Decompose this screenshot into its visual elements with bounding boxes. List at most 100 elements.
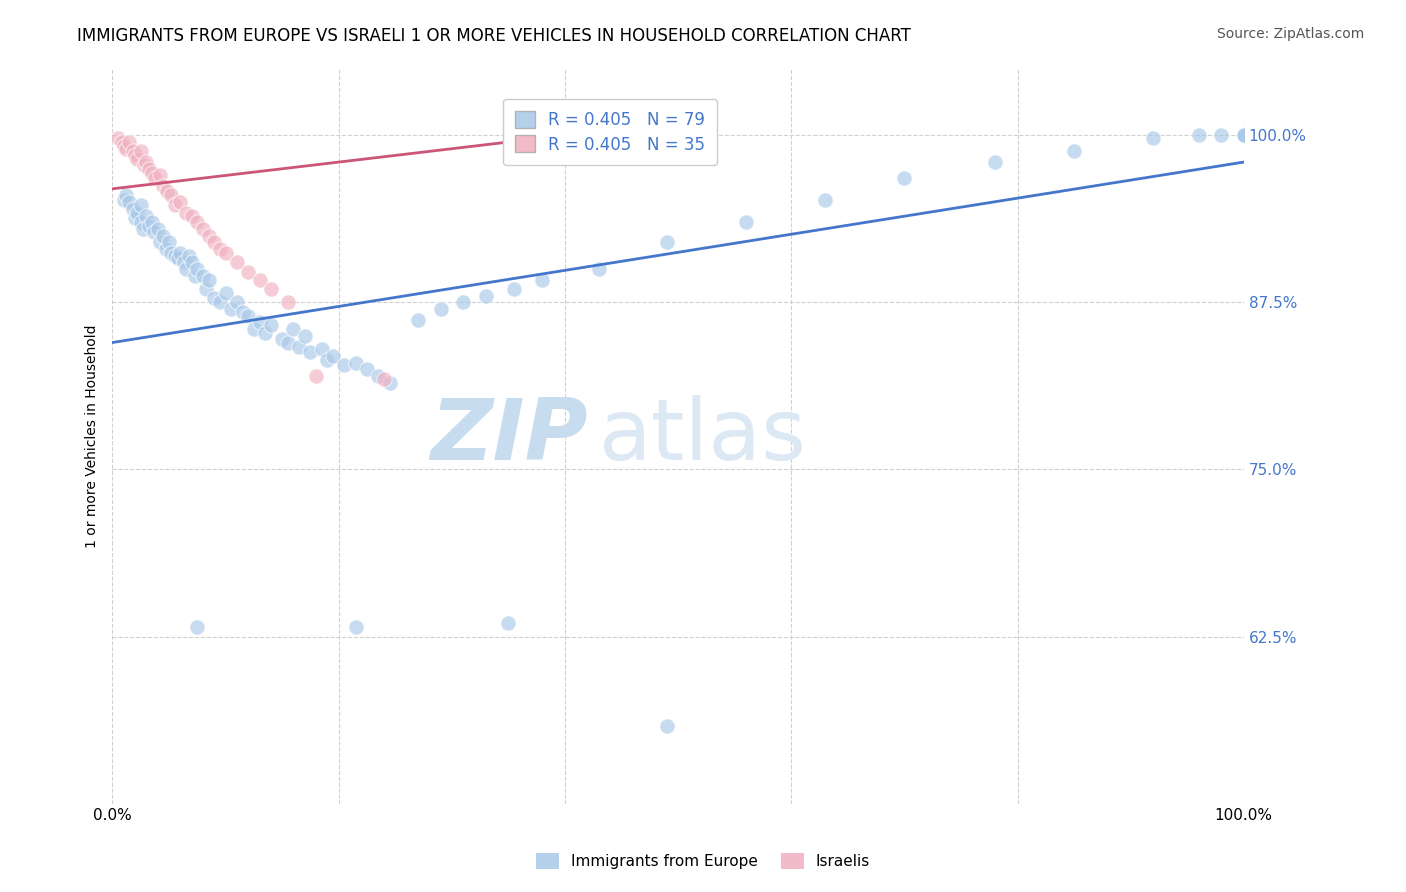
Point — [138, 161, 160, 176]
Point — [127, 206, 149, 220]
Point — [232, 305, 254, 319]
Point — [1142, 131, 1164, 145]
Point — [271, 331, 294, 345]
Point — [226, 255, 249, 269]
Point — [169, 246, 191, 260]
Point — [249, 273, 271, 287]
Point — [316, 352, 339, 367]
Point — [1233, 128, 1256, 143]
Point — [191, 268, 214, 283]
Point — [146, 222, 169, 236]
Point — [184, 268, 207, 283]
Point — [186, 620, 208, 634]
Point — [254, 326, 277, 340]
Point — [277, 295, 299, 310]
Point — [219, 302, 242, 317]
Point — [132, 222, 155, 236]
Point — [1233, 128, 1256, 143]
Point — [814, 193, 837, 207]
Point — [124, 211, 146, 226]
Point — [344, 355, 367, 369]
Legend: R = 0.405   N = 79, R = 0.405   N = 35: R = 0.405 N = 79, R = 0.405 N = 35 — [503, 99, 717, 165]
Point — [498, 616, 520, 631]
Point — [406, 313, 429, 327]
Point — [208, 295, 231, 310]
Point — [149, 169, 172, 183]
Point — [179, 249, 201, 263]
Point — [367, 368, 389, 383]
Point — [145, 171, 167, 186]
Point — [214, 286, 236, 301]
Point — [121, 202, 143, 216]
Point — [129, 215, 152, 229]
Point — [152, 228, 174, 243]
Point — [475, 289, 498, 303]
Text: IMMIGRANTS FROM EUROPE VS ISRAELI 1 OR MORE VEHICLES IN HOUSEHOLD CORRELATION CH: IMMIGRANTS FROM EUROPE VS ISRAELI 1 OR M… — [77, 27, 911, 45]
Point — [260, 318, 283, 333]
Point — [118, 135, 141, 149]
Point — [127, 153, 149, 167]
Y-axis label: 1 or more Vehicles in Household: 1 or more Vehicles in Household — [86, 325, 100, 548]
Point — [197, 228, 219, 243]
Point — [121, 145, 143, 159]
Point — [180, 255, 202, 269]
Point — [155, 242, 177, 256]
Point — [322, 349, 344, 363]
Point — [169, 195, 191, 210]
Point — [186, 262, 208, 277]
Point — [134, 158, 156, 172]
Point — [1187, 128, 1209, 143]
Point — [163, 198, 186, 212]
Text: ZIP: ZIP — [430, 394, 588, 477]
Point — [356, 362, 378, 376]
Point — [588, 262, 610, 277]
Point — [226, 295, 249, 310]
Point — [503, 282, 526, 296]
Point — [135, 209, 157, 223]
Point — [191, 222, 214, 236]
Point — [118, 195, 141, 210]
Point — [124, 148, 146, 162]
Point — [288, 339, 311, 353]
Point — [112, 193, 135, 207]
Point — [141, 166, 163, 180]
Point — [1063, 145, 1085, 159]
Point — [143, 225, 166, 239]
Point — [283, 322, 305, 336]
Point — [333, 358, 356, 372]
Point — [107, 131, 129, 145]
Point — [243, 322, 266, 336]
Point — [174, 206, 197, 220]
Point — [735, 215, 758, 229]
Legend: Immigrants from Europe, Israelis: Immigrants from Europe, Israelis — [530, 847, 876, 875]
Point — [655, 719, 678, 733]
Point — [157, 235, 180, 250]
Point — [110, 135, 132, 149]
Point — [180, 209, 202, 223]
Point — [655, 235, 678, 250]
Point — [163, 249, 186, 263]
Point — [141, 215, 163, 229]
Point — [1233, 128, 1256, 143]
Point — [195, 282, 218, 296]
Point — [238, 265, 260, 279]
Point — [197, 273, 219, 287]
Point — [135, 155, 157, 169]
Point — [214, 246, 236, 260]
Text: Source: ZipAtlas.com: Source: ZipAtlas.com — [1216, 27, 1364, 41]
Point — [129, 145, 152, 159]
Point — [167, 252, 190, 266]
Point — [174, 262, 197, 277]
Point — [202, 235, 225, 250]
Point — [186, 215, 208, 229]
Point — [305, 368, 328, 383]
Point — [893, 171, 915, 186]
Point — [311, 342, 333, 356]
Point — [344, 620, 367, 634]
Point — [115, 142, 138, 156]
Point — [173, 255, 195, 269]
Point — [984, 155, 1007, 169]
Point — [1211, 128, 1233, 143]
Point — [238, 309, 260, 323]
Point — [373, 371, 395, 385]
